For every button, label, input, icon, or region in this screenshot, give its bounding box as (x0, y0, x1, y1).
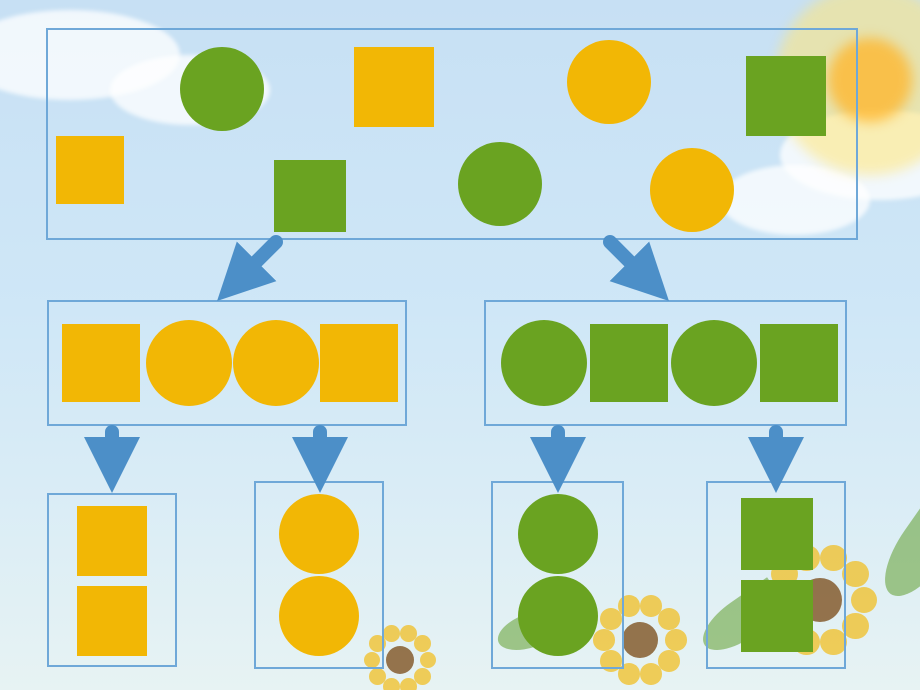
arrows-layer (0, 0, 920, 690)
arrow (237, 242, 276, 281)
arrow (610, 242, 649, 281)
